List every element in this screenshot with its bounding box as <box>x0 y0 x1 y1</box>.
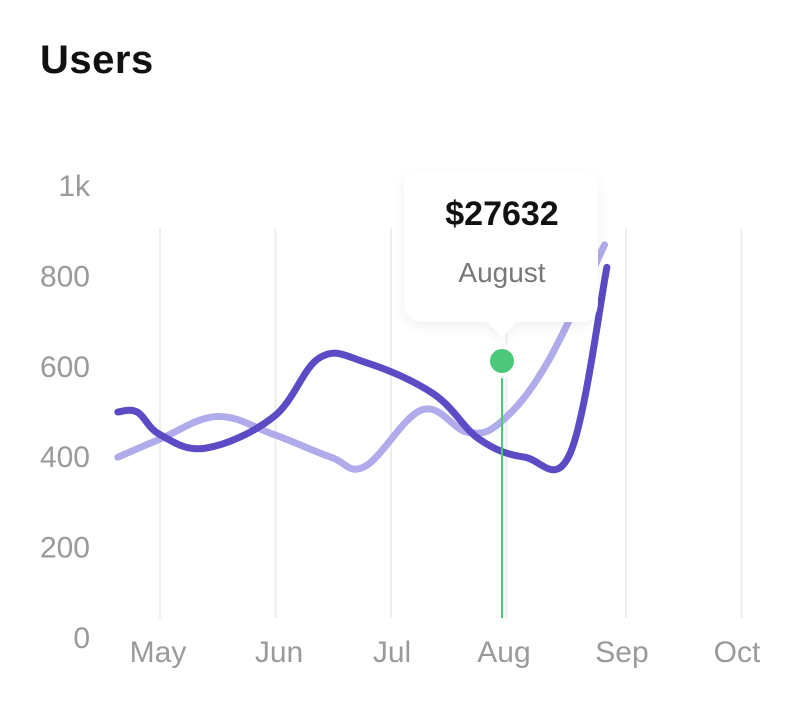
highlight-dot[interactable] <box>490 349 514 373</box>
x-tick-label-jul[interactable]: Jul <box>373 636 411 669</box>
y-tick-label: 200 <box>40 532 90 565</box>
y-tick-label: 0 <box>73 622 90 655</box>
y-tick-label: 600 <box>40 351 90 384</box>
tooltip-label: August <box>458 257 545 288</box>
x-tick-label-jun[interactable]: Jun <box>255 636 303 669</box>
chart-title: Users <box>40 38 154 82</box>
series-line-secondary[interactable] <box>114 241 609 473</box>
y-tick-label: 800 <box>40 260 90 293</box>
x-tick-label-aug[interactable]: Aug <box>477 636 530 669</box>
x-tick-label-oct[interactable]: Oct <box>714 636 761 669</box>
x-tick-label-may[interactable]: May <box>130 636 187 669</box>
tooltip-bubble <box>404 172 598 338</box>
tooltip-value: $27632 <box>445 195 558 233</box>
tooltip <box>404 172 598 338</box>
y-tick-label: 1k <box>58 170 91 203</box>
y-tick-label: 400 <box>40 441 90 474</box>
x-tick-label-sep[interactable]: Sep <box>595 636 648 669</box>
series-line-primary[interactable] <box>114 263 611 474</box>
